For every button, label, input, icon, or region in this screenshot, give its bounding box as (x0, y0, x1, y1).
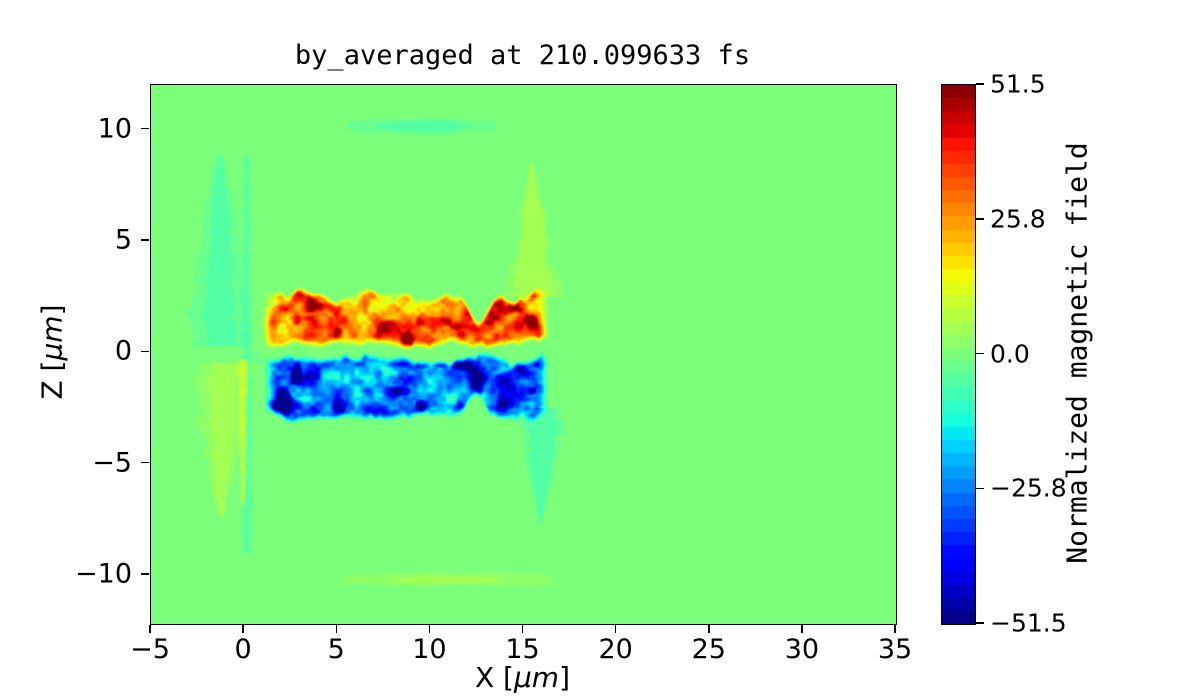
y-tick-label: −5 (92, 447, 132, 479)
x-tick-label: 15 (505, 634, 540, 665)
y-tick-mark (141, 127, 149, 130)
x-tick-mark (521, 625, 524, 633)
y-tick-mark (141, 461, 149, 464)
y-tick-label: 10 (97, 113, 132, 145)
y-tick-label: 0 (114, 335, 132, 367)
x-tick-mark (242, 625, 244, 633)
x-tick-label: 25 (691, 634, 726, 665)
colorbar-tick-mark (976, 218, 984, 220)
colorbar-tick-mark (976, 352, 984, 355)
colorbar-tick-mark (976, 487, 984, 489)
colorbar-canvas (942, 85, 975, 624)
x-tick-label: −5 (130, 634, 170, 665)
y-tick-label: −10 (75, 558, 132, 590)
y-axis-label: Z [μm] (35, 304, 69, 400)
x-tick-label: 20 (598, 634, 633, 665)
x-tick-label: 10 (412, 634, 447, 665)
x-tick-mark (149, 625, 151, 633)
x-tick-mark (335, 625, 337, 633)
x-tick-label: 5 (327, 634, 345, 665)
x-tick-mark (894, 625, 896, 633)
plot-area (150, 84, 897, 625)
y-tick-mark (141, 239, 149, 241)
heatmap-canvas (151, 85, 896, 624)
colorbar-tick-label: −25.8 (990, 473, 1067, 503)
colorbar-label: Normalized magnetic field (1060, 142, 1094, 564)
colorbar-tick-label: 25.8 (990, 204, 1046, 234)
y-tick-mark (141, 350, 149, 353)
x-tick-mark (801, 625, 803, 633)
colorbar (941, 84, 976, 625)
colorbar-tick-label: 51.5 (990, 69, 1046, 99)
x-tick-label: 30 (784, 634, 820, 665)
x-tick-mark (614, 625, 617, 633)
x-tick-mark (428, 625, 431, 633)
x-tick-label: 35 (877, 634, 913, 665)
colorbar-tick-label: −51.5 (990, 608, 1067, 638)
plot-title: by_averaged at 210.099633 fs (294, 40, 751, 71)
x-tick-label: 0 (234, 634, 252, 665)
colorbar-tick-mark (976, 622, 984, 624)
y-tick-mark (141, 573, 149, 575)
colorbar-tick-label: 0.0 (990, 339, 1030, 368)
x-tick-mark (708, 625, 710, 633)
x-axis-label: X [μm] (474, 661, 571, 694)
y-tick-label: 5 (114, 224, 132, 256)
colorbar-tick-mark (976, 83, 984, 85)
